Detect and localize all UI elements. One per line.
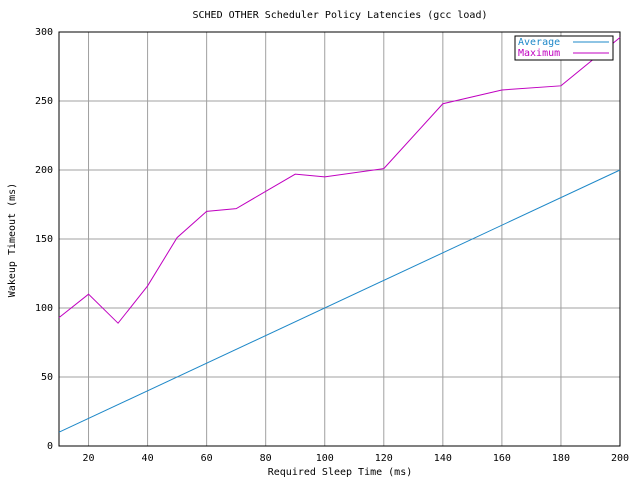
y-tick-label: 100 — [35, 303, 53, 314]
x-tick-label: 160 — [493, 453, 511, 464]
x-axis-label: Required Sleep Time (ms) — [268, 467, 413, 478]
x-tick-label: 140 — [434, 453, 452, 464]
line-series — [58, 37, 621, 324]
x-tick-label: 180 — [552, 453, 570, 464]
plot-frame — [58, 31, 621, 447]
legend-label: Maximum — [518, 48, 560, 59]
x-tick-label: 20 — [83, 453, 95, 464]
x-tick-label: 200 — [611, 453, 629, 464]
x-tick-label: 80 — [260, 453, 272, 464]
x-tick-label: 120 — [375, 453, 393, 464]
y-tick-label: 250 — [35, 96, 53, 107]
x-tick-label: 40 — [142, 453, 154, 464]
x-tick-label: 100 — [316, 453, 334, 464]
legend-label: Average — [518, 37, 560, 48]
y-tick-label: 200 — [35, 165, 53, 176]
x-tick-label: 60 — [201, 453, 213, 464]
y-tick-label: 150 — [35, 234, 53, 245]
y-tick-label: 300 — [35, 27, 53, 38]
chart-title: SCHED OTHER Scheduler Policy Latencies (… — [192, 10, 487, 21]
y-tick-label: 0 — [47, 441, 53, 452]
y-axis-label: Wakeup Timeout (ms) — [7, 183, 18, 297]
line-series — [58, 169, 621, 433]
y-tick-label: 50 — [41, 372, 53, 383]
legend-box — [514, 35, 614, 61]
